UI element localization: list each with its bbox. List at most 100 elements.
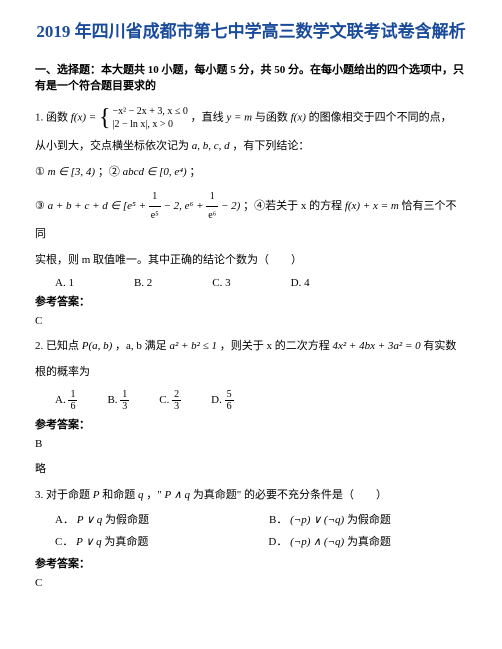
q2-fDd: 6	[225, 401, 234, 412]
q2-oA: A.	[55, 394, 66, 406]
q1-c1e: ；	[189, 166, 200, 178]
q2-oB: B.	[107, 394, 117, 406]
q1-f2n: 1	[206, 188, 218, 207]
q1-optA: A. 1	[55, 277, 74, 289]
q1-piecewise: { −x² − 2x + 3, x ≤ 0 |2 − ln x|, x > 0	[99, 105, 188, 131]
q3-mid3: 为真命题" 的必要不充分条件是（ ）	[193, 489, 387, 501]
q3-oAt: 为假命题	[105, 514, 149, 526]
q1-f1d: e⁵	[149, 207, 161, 225]
q2-fracA: 16	[68, 389, 77, 412]
q2-optC: C. 23	[159, 389, 181, 412]
q1-answer-label: 参考答案：	[35, 293, 467, 309]
q1-c2close: )	[237, 200, 241, 212]
q3-oBe: (¬p) ∨ (¬q)	[290, 514, 344, 526]
q3-oDe: (¬p) ∧ (¬q)	[290, 536, 344, 548]
q2-fracB: 13	[120, 389, 129, 412]
q2-mid2: ，则关于 x 的二次方程	[220, 340, 330, 352]
q2-mid1: ，a, b 满足	[115, 340, 167, 352]
q3-pq: P ∧ q	[164, 489, 190, 501]
q2-fDn: 5	[225, 389, 234, 401]
q3-p: P	[93, 489, 100, 501]
q2-mid3: 有实数	[423, 340, 456, 352]
q1-f1n: 1	[149, 188, 161, 207]
q3-oBt: 为假命题	[347, 514, 391, 526]
q3-optD: D． (¬p) ∧ (¬q) 为真命题	[268, 533, 391, 549]
q1-abcd: a, b, c, d	[192, 140, 230, 152]
q3-answer: C	[35, 577, 467, 589]
question-3: 3. 对于命题 P 和命题 q ，" P ∧ q 为真命题" 的必要不充分条件是…	[35, 486, 467, 506]
q1-prefix: 1. 函数	[35, 111, 68, 123]
q1-c2d: f(x) + x = m	[345, 200, 399, 212]
q3-optA: A． P ∨ q 为假命题	[55, 511, 149, 527]
q3-mid1: 和命题	[102, 489, 135, 501]
q1-c2b: a + b + c + d ∈	[48, 200, 120, 212]
page-title: 2019 年四川省成都市第七中学高三数学文联考试卷含解析	[35, 20, 467, 44]
q2-options: A. 16 B. 13 C. 23 D. 56	[55, 389, 467, 412]
q2-fBn: 1	[120, 389, 129, 401]
q2-fAd: 6	[68, 401, 77, 412]
q3-optC: C． P ∨ q 为真命题	[55, 533, 148, 549]
q2-skip: 略	[35, 460, 467, 476]
question-1: 1. 函数 f(x) = { −x² − 2x + 3, x ≤ 0 |2 − …	[35, 105, 467, 131]
q3-prefix: 3. 对于命题	[35, 489, 90, 501]
brace-icon: {	[99, 112, 111, 124]
q2-oC: C.	[159, 394, 169, 406]
q2-fAn: 1	[68, 389, 77, 401]
q1-options: A. 1 B. 2 C. 3 D. 4	[55, 277, 467, 289]
q1-c2e1: e⁵ +	[127, 200, 146, 212]
q1-mid: ，直线	[191, 111, 224, 123]
q3-oCt: 为真命题	[104, 536, 148, 548]
q3-oB: B．	[269, 514, 287, 526]
q2-line2: 根的概率为	[35, 363, 467, 383]
q1-c2a: ③	[35, 200, 45, 212]
q3-q: q	[138, 489, 144, 501]
q2-oD: D.	[211, 394, 222, 406]
q3-options: A． P ∨ q 为假命题 B． (¬p) ∨ (¬q) 为假命题 C． P ∨…	[55, 511, 467, 549]
q1-piece1: −x² − 2x + 3, x ≤ 0	[112, 106, 187, 117]
q2-optB: B. 13	[107, 389, 129, 412]
q2-optA: A. 16	[55, 389, 77, 412]
q2-prefix: 2. 已知点	[35, 340, 79, 352]
q1-line2b: ，有下列结论：	[232, 140, 309, 152]
q2-fCd: 3	[172, 401, 181, 412]
q2-fCn: 2	[172, 389, 181, 401]
exam-page: 2019 年四川省成都市第七中学高三数学文联考试卷含解析 一、选择题：本大题共 …	[0, 0, 502, 649]
q3-answer-label: 参考答案：	[35, 555, 467, 571]
q2-fracC: 23	[172, 389, 181, 412]
q3-optB: B． (¬p) ∨ (¬q) 为假命题	[269, 511, 391, 527]
q1-c2end: − 2	[221, 200, 237, 212]
q1-c2c: ；④若关于 x 的方程	[243, 200, 342, 212]
q3-oA: A．	[55, 514, 74, 526]
q1-frac1: 1e⁵	[149, 188, 161, 225]
q1-line2a: 从小到大，交点横坐标依次记为	[35, 140, 189, 152]
q1-optC: C. 3	[212, 277, 230, 289]
q2-answer-label: 参考答案：	[35, 416, 467, 432]
q2-eq: 4x² + 4bx + 3a² = 0	[333, 340, 421, 352]
q3-mid2: ，"	[146, 489, 162, 501]
q3-oAe: P ∨ q	[77, 514, 103, 526]
q1-fx: f(x) =	[71, 111, 96, 123]
q1-ym: y = m	[226, 111, 252, 123]
q3-oCe: P ∨ q	[76, 536, 102, 548]
q1-mid3: 的图像相交于四个不同的点，	[309, 111, 452, 123]
q2-fracD: 56	[225, 389, 234, 412]
q1-line4: 实根，则 m 取值唯一。其中正确的结论个数为（ ）	[35, 251, 467, 271]
q1-conclusions-2: ③ a + b + c + d ∈ [e⁵ + 1e⁵ − 2, e⁶ + 1e…	[35, 188, 467, 245]
q1-fxx: f(x)	[291, 111, 306, 123]
section-heading: 一、选择题：本大题共 10 小题，每小题 5 分，共 50 分。在每小题给出的四…	[35, 62, 467, 95]
q1-mid2: 与函数	[255, 111, 288, 123]
q2-pab: P(a, b)	[82, 340, 113, 352]
q1-answer: C	[35, 315, 467, 327]
q2-answer: B	[35, 438, 467, 450]
q1-piece2: |2 − ln x|, x > 0	[112, 119, 173, 130]
q2-fBd: 3	[120, 401, 129, 412]
q1-frac2: 1e⁶	[206, 188, 218, 225]
question-2: 2. 已知点 P(a, b) ，a, b 满足 a² + b² ≤ 1 ，则关于…	[35, 337, 467, 357]
q1-f2d: e⁶	[206, 207, 218, 225]
q3-oD: D．	[268, 536, 287, 548]
q1-line2: 从小到大，交点横坐标依次记为 a, b, c, d ，有下列结论：	[35, 137, 467, 157]
q1-optD: D. 4	[291, 277, 310, 289]
q1-c2mid: − 2, e⁶ +	[163, 200, 203, 212]
q1-c1c: ；②	[98, 166, 120, 178]
q2-cond: a² + b² ≤ 1	[169, 340, 217, 352]
